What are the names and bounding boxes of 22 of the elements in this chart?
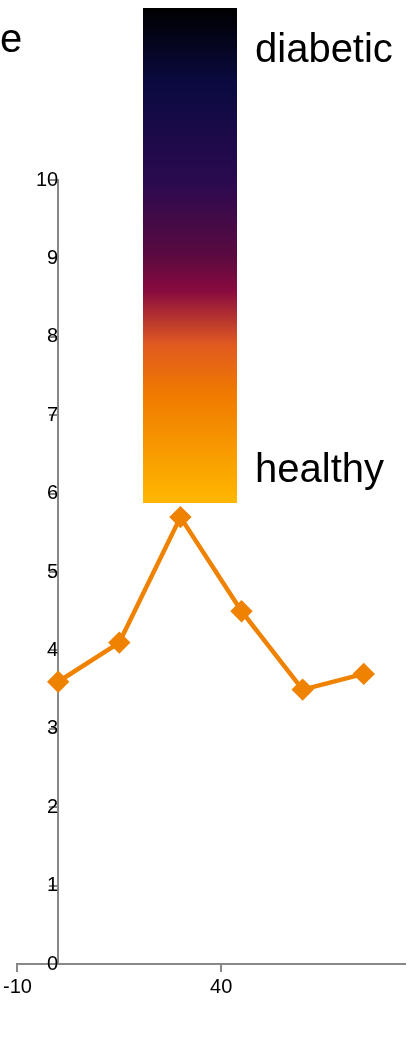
y-tick-label: 6 <box>47 481 59 504</box>
y-tick-label: 4 <box>47 637 59 660</box>
x-tick-label: 40 <box>210 974 233 997</box>
point <box>353 663 375 685</box>
point <box>292 679 313 700</box>
text: diabetic <box>255 26 393 70</box>
y-tick-label: 0 <box>47 951 59 974</box>
y-tick-label: 3 <box>47 716 59 739</box>
y-tick-label: 7 <box>47 402 59 425</box>
y-tick-label: 1 <box>47 873 59 896</box>
y-tick-label: 5 <box>47 559 59 582</box>
point <box>170 506 191 528</box>
x-tick-label: -10 <box>3 974 32 997</box>
y-tick-label: 10 <box>35 167 59 190</box>
point <box>109 632 130 653</box>
point <box>231 600 252 622</box>
y-tick-label: 8 <box>47 324 59 347</box>
y-tick-label: 9 <box>47 245 59 268</box>
annotation: healthy <box>255 446 384 490</box>
text: e <box>0 16 23 60</box>
y-tick-label: 2 <box>47 794 59 817</box>
point <box>47 671 69 693</box>
